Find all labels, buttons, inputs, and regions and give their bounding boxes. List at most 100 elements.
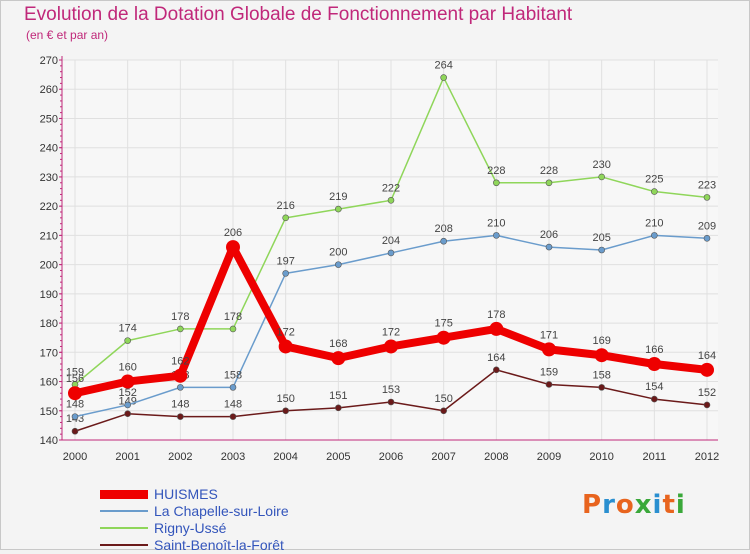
data-point bbox=[387, 398, 395, 406]
y-tick-label: 260 bbox=[40, 84, 58, 96]
data-label: 228 bbox=[540, 165, 558, 177]
data-label: 222 bbox=[382, 182, 400, 194]
data-point bbox=[229, 413, 237, 420]
y-tick-label: 180 bbox=[40, 318, 58, 330]
data-label: 158 bbox=[224, 369, 242, 381]
data-label: 152 bbox=[698, 387, 716, 399]
data-label: 204 bbox=[382, 235, 400, 247]
x-tick-label: 2009 bbox=[537, 451, 561, 463]
x-tick-label: 2007 bbox=[431, 451, 455, 463]
data-label: 200 bbox=[329, 247, 347, 259]
data-point bbox=[598, 246, 605, 254]
data-label: 169 bbox=[592, 335, 610, 347]
y-tick-label: 200 bbox=[40, 260, 58, 272]
data-label: 228 bbox=[487, 165, 505, 177]
data-point bbox=[545, 179, 553, 187]
data-label: 156 bbox=[66, 373, 84, 385]
data-label: 164 bbox=[698, 350, 716, 362]
data-point bbox=[598, 173, 605, 181]
data-point bbox=[489, 321, 504, 336]
y-tick-label: 150 bbox=[40, 406, 58, 418]
data-point bbox=[335, 261, 342, 268]
chart-subtitle: (en € et par an) bbox=[26, 28, 109, 42]
data-label: 148 bbox=[171, 399, 189, 411]
data-point bbox=[278, 339, 293, 354]
data-point bbox=[545, 381, 553, 388]
data-point bbox=[71, 427, 79, 435]
data-point bbox=[594, 348, 609, 363]
x-tick-label: 2001 bbox=[115, 451, 139, 463]
legend-swatch bbox=[100, 544, 148, 546]
y-tick-label: 230 bbox=[40, 172, 58, 184]
data-point bbox=[335, 404, 342, 412]
data-point bbox=[331, 351, 346, 366]
data-point bbox=[651, 188, 658, 195]
data-label: 175 bbox=[434, 318, 452, 330]
data-point bbox=[229, 384, 237, 391]
data-label: 210 bbox=[645, 217, 663, 229]
data-label: 225 bbox=[645, 174, 663, 186]
x-tick-label: 2006 bbox=[379, 451, 403, 463]
data-label: 209 bbox=[698, 220, 716, 232]
data-label: 158 bbox=[592, 369, 610, 381]
data-label: 197 bbox=[276, 255, 294, 267]
y-tick-label: 220 bbox=[40, 201, 58, 213]
data-label: 162 bbox=[171, 356, 189, 368]
data-point bbox=[647, 357, 662, 371]
data-point bbox=[282, 214, 289, 222]
data-point bbox=[387, 249, 395, 257]
data-point bbox=[282, 407, 289, 415]
data-label: 205 bbox=[592, 232, 610, 244]
legend-label: HUISMES bbox=[154, 486, 218, 502]
y-tick-label: 140 bbox=[40, 435, 58, 447]
y-tick-label: 250 bbox=[40, 113, 58, 125]
y-tick-label: 240 bbox=[40, 143, 58, 155]
data-point bbox=[387, 197, 395, 204]
data-point bbox=[703, 235, 711, 242]
data-label: 168 bbox=[329, 338, 347, 350]
data-label: 210 bbox=[487, 217, 505, 229]
data-label: 206 bbox=[224, 227, 242, 239]
data-point bbox=[700, 362, 714, 377]
data-point bbox=[440, 407, 447, 415]
data-label: 166 bbox=[645, 344, 663, 356]
data-point bbox=[282, 270, 289, 277]
data-point bbox=[173, 368, 188, 383]
data-label: 160 bbox=[118, 362, 136, 374]
data-label: 219 bbox=[329, 191, 347, 203]
data-point bbox=[440, 237, 447, 245]
data-label: 154 bbox=[645, 381, 663, 393]
data-label: 230 bbox=[592, 159, 610, 171]
data-point bbox=[120, 374, 135, 389]
y-tick-label: 160 bbox=[40, 377, 58, 389]
data-point bbox=[71, 413, 79, 420]
x-tick-label: 2011 bbox=[643, 451, 667, 463]
x-tick-label: 2000 bbox=[63, 451, 87, 463]
data-point bbox=[493, 366, 500, 374]
data-point bbox=[703, 401, 711, 409]
data-point bbox=[124, 410, 131, 417]
y-tick-label: 170 bbox=[40, 347, 58, 359]
data-label: 264 bbox=[434, 60, 452, 72]
data-point bbox=[384, 339, 398, 354]
data-label: 178 bbox=[487, 309, 505, 321]
data-point bbox=[124, 337, 131, 344]
data-label: 159 bbox=[540, 366, 558, 378]
data-point bbox=[703, 194, 711, 201]
data-point bbox=[177, 325, 184, 333]
data-label: 150 bbox=[434, 393, 452, 405]
x-tick-label: 2002 bbox=[168, 451, 192, 463]
data-label: 148 bbox=[66, 399, 84, 411]
x-tick-label: 2012 bbox=[695, 451, 719, 463]
data-point bbox=[440, 74, 447, 81]
data-label: 172 bbox=[382, 326, 400, 338]
y-tick-label: 190 bbox=[40, 289, 58, 301]
data-point bbox=[493, 232, 500, 239]
data-label: 148 bbox=[224, 399, 242, 411]
x-tick-label: 2004 bbox=[273, 451, 297, 463]
proxiti-logo: Proxiti bbox=[582, 490, 686, 520]
data-label: 206 bbox=[540, 229, 558, 241]
data-point bbox=[335, 205, 342, 213]
data-point bbox=[651, 395, 658, 403]
